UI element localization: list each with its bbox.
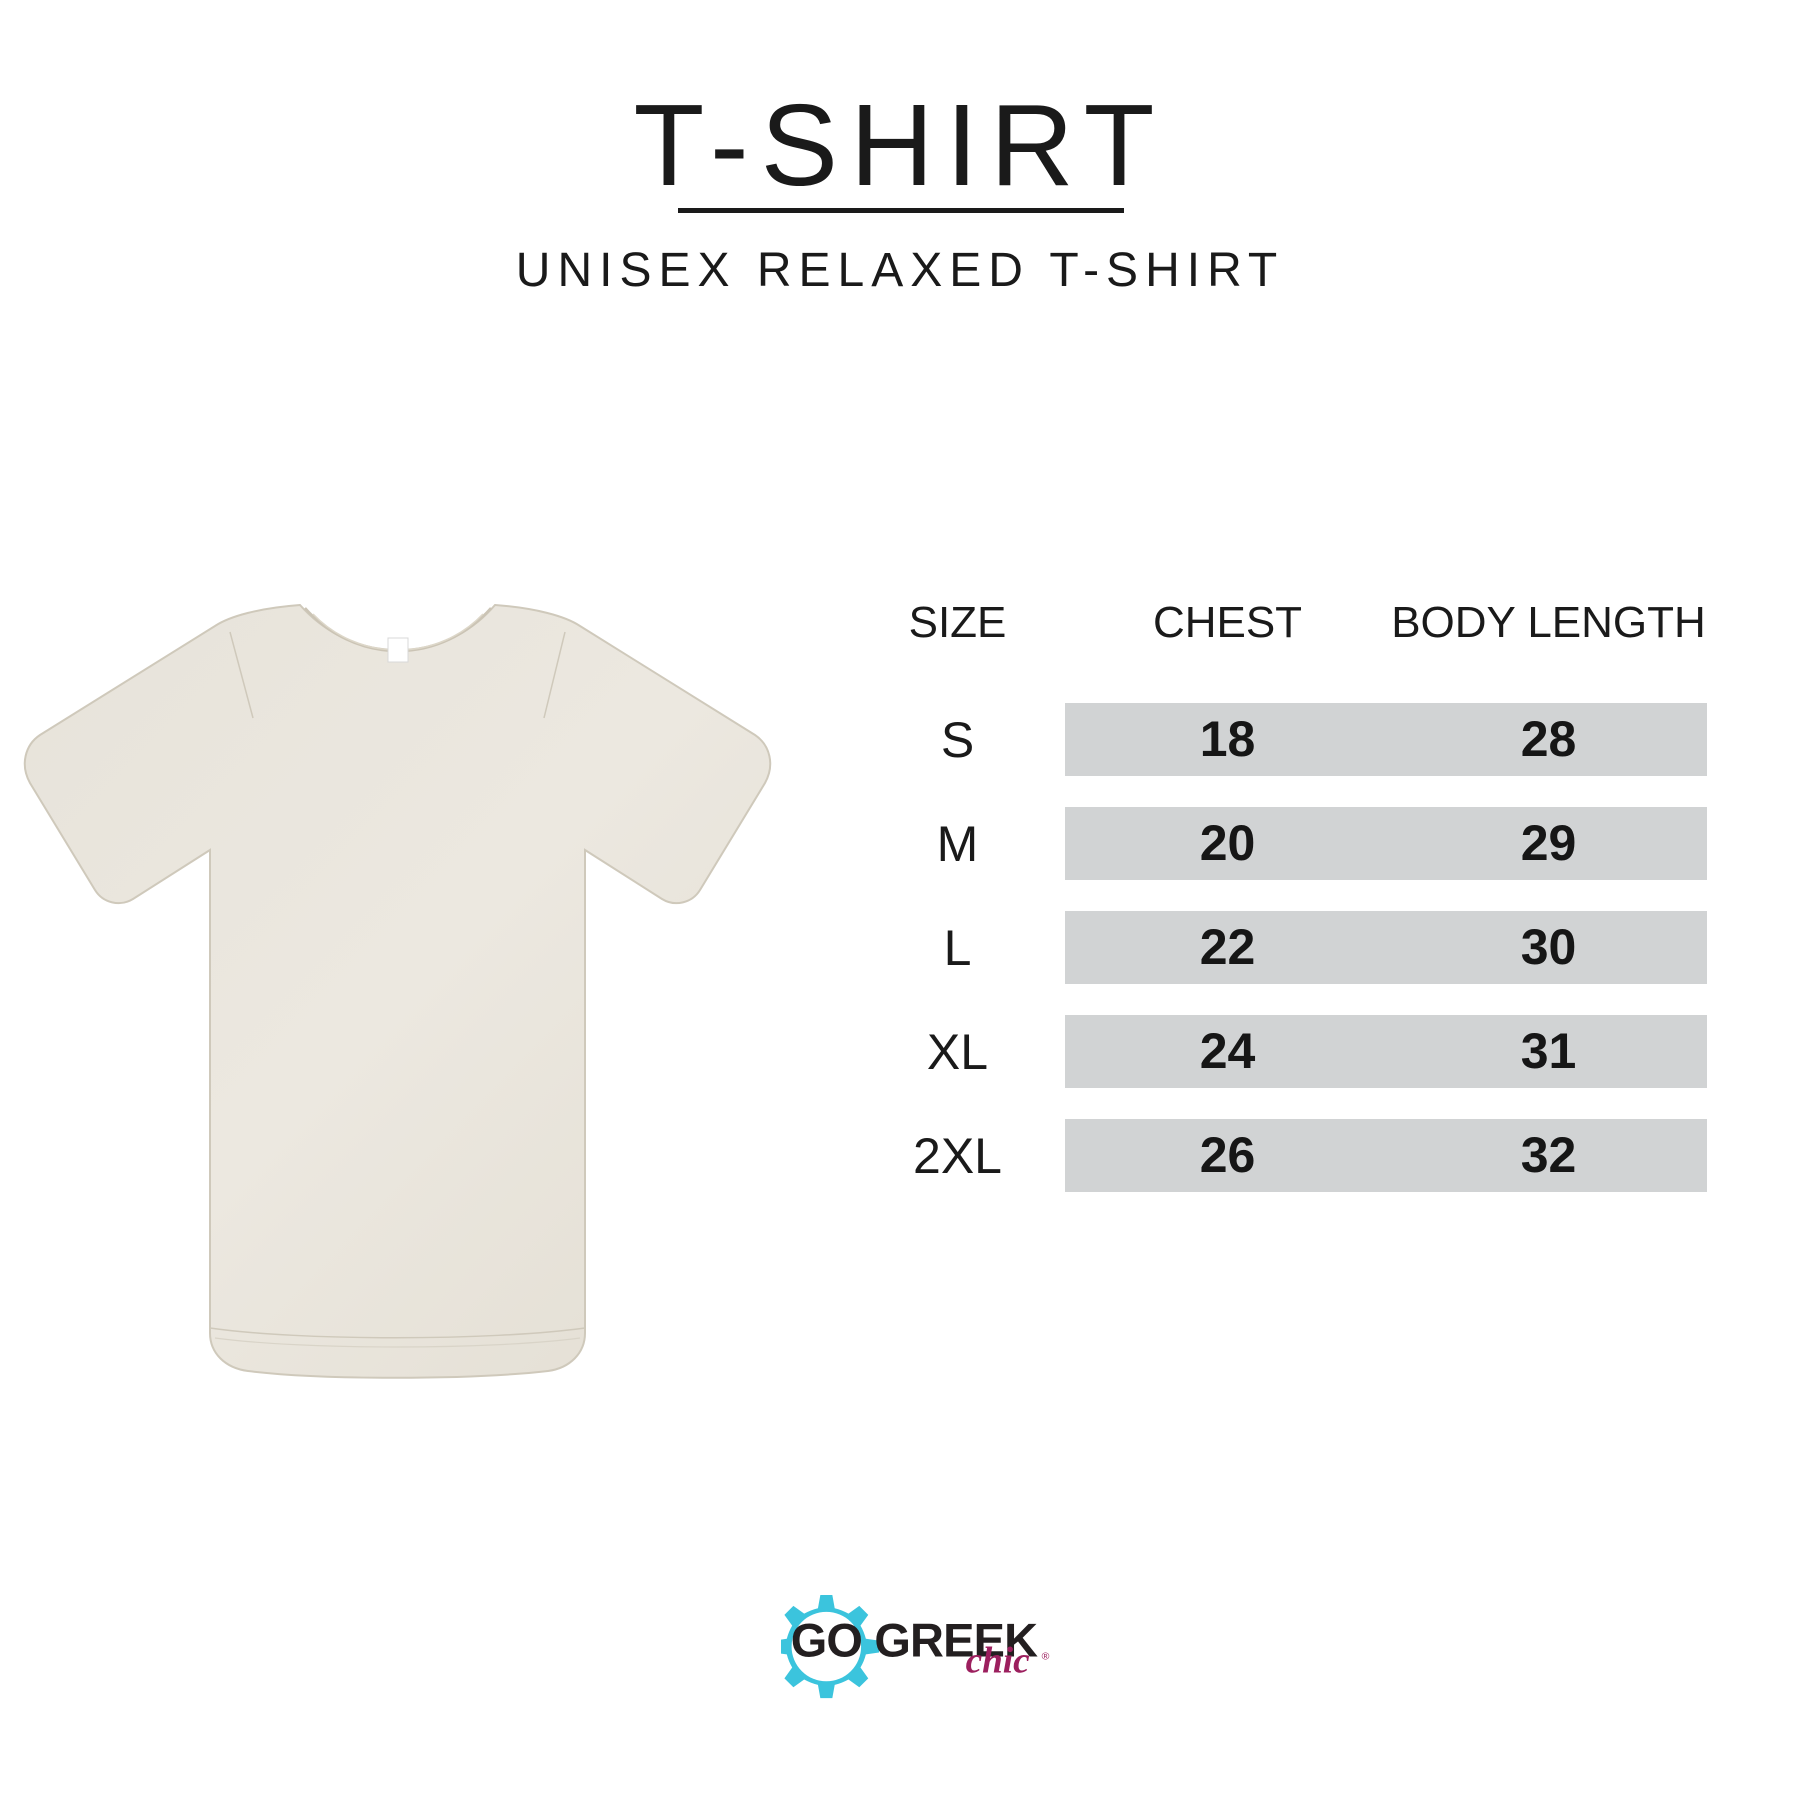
svg-text:chic: chic (966, 1641, 1030, 1682)
svg-text:®: ® (1042, 1651, 1050, 1663)
